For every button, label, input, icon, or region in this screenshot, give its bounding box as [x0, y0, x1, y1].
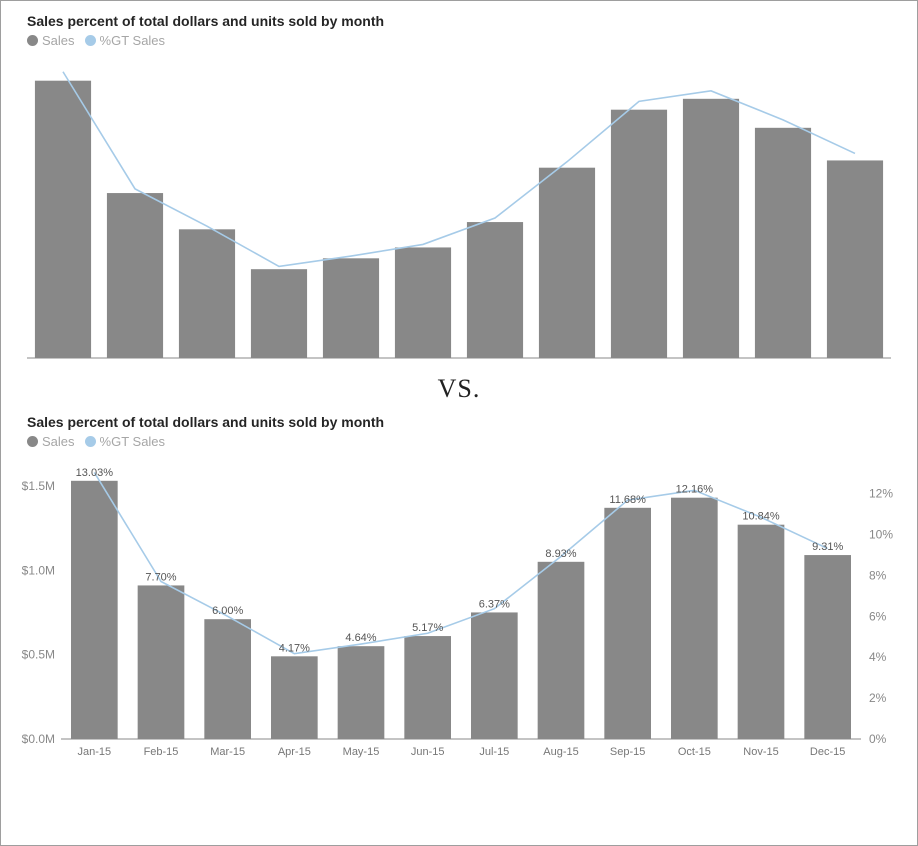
legend-swatch-gtsales	[85, 35, 96, 46]
legend-label-gtsales: %GT Sales	[100, 33, 166, 48]
comparison-container: Sales percent of total dollars and units…	[0, 0, 918, 846]
bar-data-label: 9.31%	[812, 541, 843, 553]
bar	[671, 498, 718, 739]
bar	[539, 168, 595, 358]
bar	[251, 269, 307, 358]
bar-data-label: 13.03%	[76, 467, 114, 479]
bar	[804, 555, 851, 739]
bar	[738, 525, 785, 739]
x-tick-label: Apr-15	[278, 746, 311, 758]
bar	[604, 508, 651, 739]
chart-b-wrap: Sales percent of total dollars and units…	[9, 414, 909, 763]
legend-item-gtsales: %GT Sales	[85, 33, 166, 48]
x-tick-label: Jan-15	[78, 746, 112, 758]
x-tick-label: Sep-15	[610, 746, 645, 758]
chart-a-legend: Sales %GT Sales	[27, 33, 909, 48]
bar	[35, 81, 91, 358]
x-tick-label: Aug-15	[543, 746, 578, 758]
y-left-tick-label: $0.0M	[22, 732, 55, 746]
bar	[404, 636, 451, 739]
y-right-tick-label: 10%	[869, 527, 893, 541]
vs-label: VS.	[9, 374, 909, 404]
x-tick-label: Nov-15	[743, 746, 778, 758]
bar	[138, 585, 185, 739]
legend-label-gtsales-b: %GT Sales	[100, 434, 166, 449]
y-right-tick-label: 8%	[869, 568, 887, 582]
bar-data-label: 7.70%	[145, 571, 176, 583]
legend-swatch-sales	[27, 35, 38, 46]
bar	[471, 612, 518, 739]
chart-a-wrap: Sales percent of total dollars and units…	[9, 13, 909, 362]
bar	[323, 258, 379, 358]
bar	[179, 229, 235, 358]
legend-label-sales-b: Sales	[42, 434, 75, 449]
y-left-tick-label: $1.5M	[22, 479, 55, 493]
chart-b-legend: Sales %GT Sales	[27, 434, 909, 449]
y-left-tick-label: $0.5M	[22, 648, 55, 662]
chart-a-plot	[9, 54, 909, 362]
x-tick-label: Jun-15	[411, 746, 445, 758]
legend-item-sales: Sales	[27, 33, 75, 48]
bar	[71, 481, 118, 739]
chart-a-title: Sales percent of total dollars and units…	[27, 13, 909, 29]
bar-data-label: 12.16%	[676, 484, 714, 496]
bar	[683, 99, 739, 358]
chart-b-title: Sales percent of total dollars and units…	[27, 414, 909, 430]
legend-label-sales: Sales	[42, 33, 75, 48]
y-right-tick-label: 0%	[869, 732, 887, 746]
bar	[611, 110, 667, 358]
bar-data-label: 5.17%	[412, 622, 443, 634]
x-tick-label: Dec-15	[810, 746, 845, 758]
legend-swatch-gtsales-b	[85, 436, 96, 447]
bar-data-label: 11.68%	[609, 494, 646, 506]
bar-data-label: 10.84%	[742, 511, 780, 523]
y-right-tick-label: 12%	[869, 487, 893, 501]
x-tick-label: Mar-15	[210, 746, 245, 758]
y-left-tick-label: $1.0M	[22, 563, 55, 577]
legend-swatch-sales-b	[27, 436, 38, 447]
bar	[338, 646, 385, 739]
x-tick-label: Jul-15	[479, 746, 509, 758]
bar-data-label: 8.93%	[545, 548, 576, 560]
legend-item-gtsales-b: %GT Sales	[85, 434, 166, 449]
bar	[271, 656, 318, 739]
bar	[204, 619, 251, 739]
bar	[827, 160, 883, 358]
bar-data-label: 4.17%	[279, 642, 310, 654]
bar	[467, 222, 523, 358]
bar-data-label: 4.64%	[345, 632, 376, 644]
y-right-tick-label: 2%	[869, 691, 887, 705]
bar-data-label: 6.37%	[479, 598, 510, 610]
y-right-tick-label: 4%	[869, 650, 887, 664]
chart-b-plot: $0.0M $0.5M $1.0M $1.5M 0% 2% 4% 6% 8% 10% 12% 13.0…	[9, 455, 909, 763]
x-tick-label: Feb-15	[144, 746, 179, 758]
bar	[538, 562, 585, 739]
bar	[395, 247, 451, 358]
x-tick-label: May-15	[343, 746, 380, 758]
x-tick-label: Oct-15	[678, 746, 711, 758]
bar-data-label: 6.00%	[212, 605, 243, 617]
legend-item-sales-b: Sales	[27, 434, 75, 449]
bar	[755, 128, 811, 358]
bar	[107, 193, 163, 358]
y-right-tick-label: 6%	[869, 609, 887, 623]
